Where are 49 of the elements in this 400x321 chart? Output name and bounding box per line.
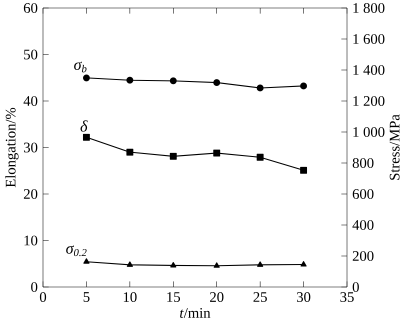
- y2-tick-label: 800: [352, 158, 374, 168]
- y2-tick-label: 1 800: [353, 3, 384, 13]
- point: [214, 262, 220, 268]
- point: [126, 261, 133, 267]
- x-tick-label: 0: [40, 292, 46, 302]
- point: [257, 261, 264, 267]
- y2-tick-label: 200: [352, 251, 374, 261]
- x-axis-title: t/min: [180, 308, 210, 318]
- point: [170, 152, 177, 160]
- y-tick-label: 30: [24, 142, 38, 152]
- point: [213, 150, 220, 157]
- y2-tick-label: 600: [352, 189, 374, 199]
- y2-tick-label: 400: [352, 220, 374, 230]
- point: [300, 166, 308, 174]
- point: [83, 258, 90, 264]
- y-tick-label: 10: [24, 236, 38, 246]
- point: [300, 261, 307, 267]
- series-label: σ$_{0.2}$: [66, 245, 87, 256]
- point: [256, 84, 264, 92]
- point: [170, 77, 177, 84]
- y-tick-label: 60: [24, 3, 38, 13]
- y-axis-title: Elongation/%: [5, 108, 19, 188]
- y2-tick-label: 1 600: [353, 34, 384, 44]
- y2-axis-title: Stress/MPa: [390, 114, 400, 180]
- series-label: δ: [80, 120, 88, 132]
- point: [82, 74, 90, 82]
- x-tick-label: 25: [253, 292, 267, 302]
- point: [126, 76, 134, 84]
- y-tick-label: 20: [24, 189, 38, 199]
- x-tick-label: 15: [167, 292, 180, 302]
- x-tick-label: 30: [296, 292, 310, 302]
- y-tick-label: 50: [24, 50, 38, 60]
- y2-tick-label: 0: [352, 282, 359, 292]
- y2-tick-label: 1 200: [353, 96, 384, 106]
- x-tick-label: 20: [210, 292, 224, 302]
- point: [170, 262, 176, 268]
- point: [126, 148, 134, 156]
- y-tick-label: 40: [24, 96, 38, 106]
- point: [300, 82, 308, 90]
- x-tick-label: 5: [84, 292, 90, 302]
- y2-tick-label: 1 000: [353, 127, 384, 137]
- y2-tick-label: 1 400: [353, 65, 384, 75]
- point: [213, 79, 220, 86]
- x-tick-label: 10: [124, 292, 137, 302]
- y-tick-label: 0: [31, 282, 38, 292]
- point: [82, 134, 90, 141]
- point: [256, 154, 264, 161]
- series-label: σ$_{b}$: [74, 62, 87, 72]
- x-tick-label: 35: [340, 292, 354, 302]
